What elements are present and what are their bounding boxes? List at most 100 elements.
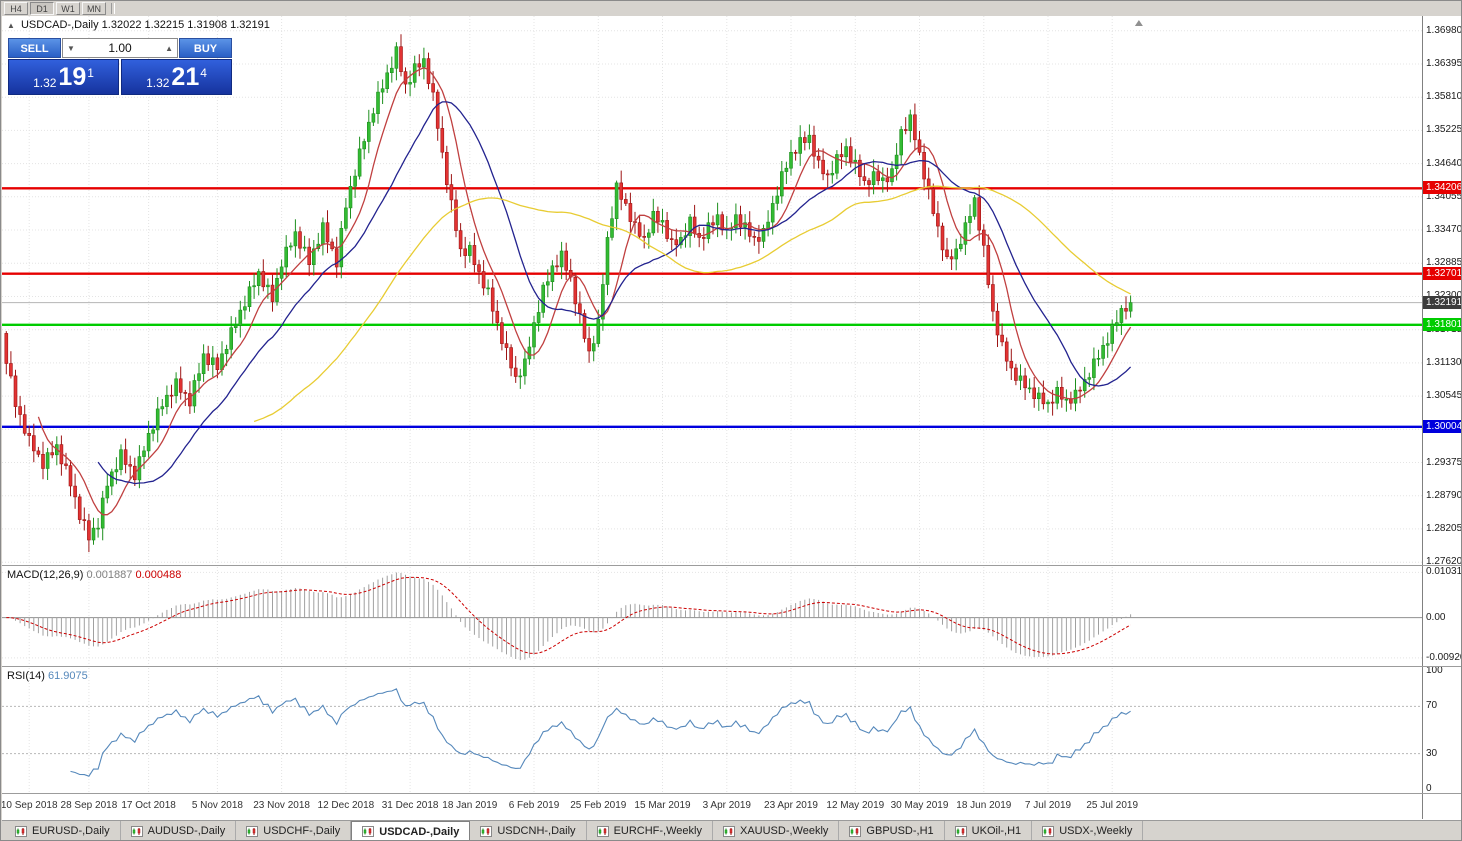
chart-tab-label: XAUUSD-,Weekly [739,825,829,837]
rsi-indicator-svg[interactable] [2,668,1422,793]
chart-tab-xauusd[interactable]: XAUUSD-,Weekly [713,821,840,840]
chart-tab-label: USDCAD-,Daily [379,825,460,838]
buy-button[interactable]: BUY [179,38,232,58]
hline-price-tag[interactable]: 1.34206 [1423,181,1461,195]
rsi-line [70,688,1131,777]
chart-shift-marker [1134,20,1143,26]
chart-ohlc-header: ▲ USDCAD-,Daily 1.32022 1.32215 1.31908 … [7,19,270,31]
date-axis-label: 23 Apr 2019 [764,800,818,811]
timeframe-toolbar: H4 D1 W1 MN [1,1,1461,16]
chart-tabs-bar: EURUSD-,Daily AUDUSD-,Daily USDCHF-,Daily U… [2,820,1461,840]
macd-value-signal: 0.000488 [135,569,182,581]
volume-field[interactable]: ▼ 1.00 ▲ [62,38,178,58]
collapse-trade-panel-icon[interactable]: ▲ [7,21,15,30]
timeframe-button-w1[interactable]: W1 [56,2,80,15]
date-axis-label: 10 Sep 2018 [2,800,58,811]
chart-plot[interactable]: ▲ USDCAD-,Daily 1.32022 1.32215 1.31908 … [2,16,1422,819]
price-axis-label: 1.33470 [1426,224,1462,236]
date-axis-label: 18 Jun 2019 [956,800,1012,811]
volume-decrease-icon[interactable]: ▼ [67,43,75,53]
hline-price-tag[interactable]: 1.32701 [1423,266,1461,280]
date-axis-label: 6 Feb 2019 [508,800,560,811]
macd-value-main: 0.001887 [86,569,133,581]
price-axis-label: 1.36980 [1426,24,1462,36]
current-price-tag[interactable]: 1.32191 [1423,295,1461,309]
rsi-label: RSI(14) 61.9075 [7,670,88,682]
sell-button[interactable]: SELL [8,38,61,58]
price-axis-label: 1.28205 [1426,522,1462,534]
price-axis-label: 1.35810 [1426,91,1462,103]
volume-increase-icon[interactable]: ▲ [165,43,173,53]
moving-average-line [37,67,1132,516]
timeframe-button-d1[interactable]: D1 [30,2,54,15]
macd-label: MACD(12,26,9) 0.001887 0.000488 [7,569,181,581]
date-axis-label: 31 Dec 2018 [381,800,439,811]
chart-tab-icon [15,825,27,837]
chart-tab-audusd[interactable]: AUDUSD-,Daily [121,821,237,840]
chart-tab-icon [849,825,862,837]
chart-tab-label: USDX-,Weekly [1059,825,1133,837]
sell-price-point: 1 [87,66,94,80]
rsi-axis-label: 0 [1426,783,1432,794]
date-axis[interactable]: 10 Sep 2018 28 Sep 2018 17 Oct 2018 5 Nov 2… [2,795,1422,819]
price-axis-label: 1.29375 [1426,456,1462,468]
panel-separator[interactable] [2,666,1461,667]
buy-price-button[interactable]: 1.32 21 4 [121,59,232,95]
price-axis-label: 1.32885 [1426,257,1462,269]
chart-tab-label: EURCHF-,Weekly [613,825,702,837]
date-axis-label: 28 Sep 2018 [60,800,118,811]
chart-tab-label: AUDUSD-,Daily [147,825,226,837]
main-chart-svg[interactable] [2,16,1422,565]
chart-tab-icon [246,825,259,837]
moving-average-line [253,185,1131,423]
date-axis-label: 5 Nov 2018 [191,800,243,811]
chart-tab-icon [130,825,143,837]
chart-tab-ukoil[interactable]: UKOil-,H1 [945,821,1033,840]
panel-separator[interactable] [2,565,1461,566]
price-axis-label: 1.36395 [1426,57,1462,69]
chart-tab-usdx[interactable]: USDX-,Weekly [1032,821,1144,840]
date-axis-label: 25 Jul 2019 [1086,800,1139,811]
chart-tab-label: UKOil-,H1 [971,825,1022,837]
sell-price-button[interactable]: 1.32 19 1 [8,59,119,95]
timeframe-button-h4[interactable]: H4 [4,2,28,15]
hline-price-tag[interactable]: 1.31801 [1423,317,1461,331]
volume-value: 1.00 [108,41,132,55]
chart-tab-usdcnh[interactable]: USDCNH-,Daily [470,821,587,840]
rsi-axis-label: 100 [1426,665,1443,676]
chart-area: ▲ USDCAD-,Daily 1.32022 1.32215 1.31908 … [2,16,1462,820]
date-axis-label: 12 Dec 2018 [317,800,375,811]
date-axis-label: 12 May 2019 [826,800,885,811]
chart-tab-icon [954,825,967,837]
rsi-axis-label: 70 [1426,700,1438,712]
date-axis-label: 15 Mar 2019 [634,800,691,811]
date-axis-label: 18 Jan 2019 [442,800,498,811]
price-axis-label: 1.31130 [1426,356,1462,368]
price-axis[interactable]: 1.36980 1.36395 1.35810 1.35225 1.34640 1.340… [1422,16,1462,819]
buy-price-pips: 21 [171,63,200,91]
chart-tab-eurusd[interactable]: EURUSD-,Daily [5,821,121,840]
date-axis-label: 3 Apr 2019 [702,800,751,811]
timeframe-button-mn[interactable]: MN [82,2,106,15]
date-axis-label: 7 Jul 2019 [1024,800,1072,811]
sell-price-main: 1.32 [33,76,57,90]
chart-tab-icon [362,826,375,837]
sell-price-pips: 19 [58,63,87,91]
moving-average-line [97,101,1132,485]
chart-tab-eurchf[interactable]: EURCHF-,Weekly [587,821,713,840]
chart-tab-usdchf[interactable]: USDCHF-,Daily [236,821,352,840]
hline-price-tag[interactable]: 1.30004 [1423,419,1461,433]
chart-tab-label: USDCHF-,Daily [263,825,341,837]
chart-tab-usdcad[interactable]: USDCAD-,Daily [351,821,471,840]
chart-tab-icon [596,825,609,837]
rsi-value: 61.9075 [47,670,88,682]
macd-indicator-svg[interactable] [2,567,1422,666]
price-axis-label: 1.30545 [1426,390,1462,402]
chart-tab-gbpusd[interactable]: GBPUSD-,H1 [839,821,945,840]
chart-symbol-label: USDCAD-,Daily [20,19,99,31]
date-axis-label: 23 Nov 2018 [253,800,310,811]
macd-axis-label: -0.009203 [1426,651,1461,663]
chart-tab-icon [722,825,735,837]
chart-tab-label: USDCNH-,Daily [497,825,576,837]
